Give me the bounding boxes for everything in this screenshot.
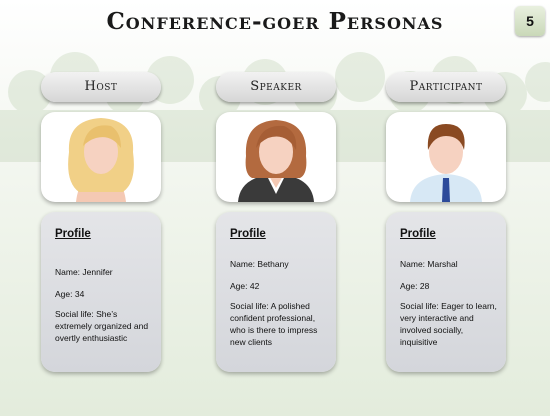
- persona-social-life: Social life: A polished confident profes…: [230, 301, 318, 347]
- role-label-host: Host: [41, 72, 161, 102]
- role-label-participant: Participant: [386, 72, 506, 102]
- profile-heading: Profile: [55, 228, 91, 240]
- persona-name: Name: Jennifer: [55, 267, 113, 277]
- persona-age: Age: 42: [230, 281, 260, 291]
- profile-card-participant: Profile Name: Marshal Age: 28 Social lif…: [386, 212, 506, 372]
- profile-heading: Profile: [400, 228, 436, 240]
- persona-age: Age: 34: [55, 289, 85, 299]
- persona-social-life: Social life: She’s extremely organized a…: [55, 309, 149, 343]
- blonde-woman-avatar-icon: [41, 112, 161, 202]
- persona-name: Name: Bethany: [230, 259, 289, 269]
- profile-heading: Profile: [230, 228, 266, 240]
- slide-title: Conference-goer Personas: [106, 8, 444, 35]
- profile-card-host: Profile Name: Jennifer Age: 34 Social li…: [41, 212, 161, 372]
- businessman-avatar-icon: [386, 112, 506, 202]
- persona-age: Age: 28: [400, 281, 430, 291]
- persona-name: Name: Marshal: [400, 259, 458, 269]
- persona-social-life: Social life: Eager to learn, very intera…: [400, 301, 497, 347]
- slide-number-badge: 5: [515, 6, 545, 36]
- role-label-speaker: Speaker: [216, 72, 336, 102]
- businesswoman-avatar-icon: [216, 112, 336, 202]
- profile-card-speaker: Profile Name: Bethany Age: 42 Social lif…: [216, 212, 336, 372]
